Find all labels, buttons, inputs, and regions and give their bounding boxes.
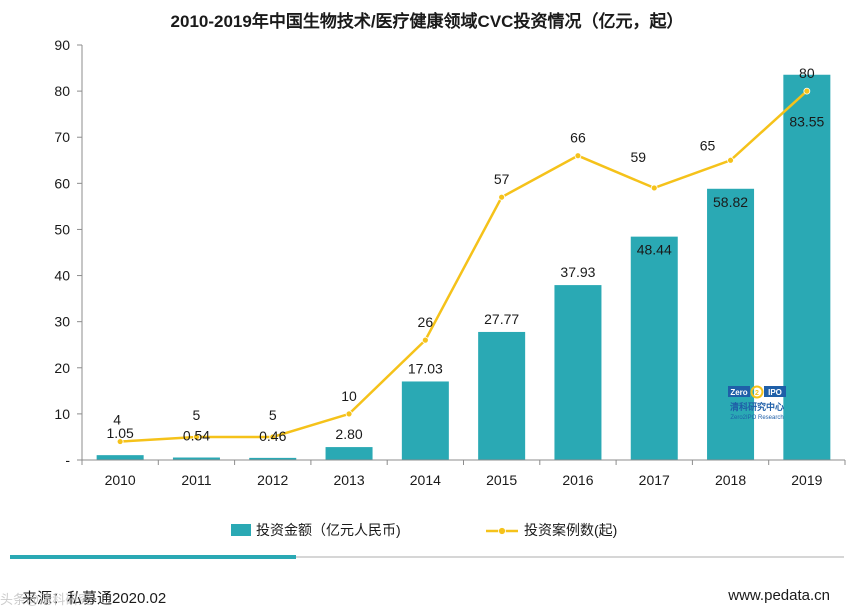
y-tick-label: 20 (54, 360, 70, 376)
series-line (120, 90, 808, 443)
line-data-label: 57 (494, 171, 510, 187)
bar-data-label: 83.55 (789, 114, 824, 130)
line-data-label: 80 (799, 65, 815, 81)
bar-data-label: 48.44 (637, 242, 672, 258)
bar-data-label: 0.54 (183, 428, 210, 444)
bar-data-label: 37.93 (560, 264, 595, 280)
footer-divider (10, 556, 844, 558)
svg-text:2: 2 (755, 390, 759, 397)
bar-data-label: 17.03 (408, 360, 443, 376)
bar (554, 285, 602, 460)
line-data-label: 10 (341, 388, 357, 404)
svg-text:IPO: IPO (768, 388, 782, 397)
line-point (193, 433, 200, 441)
bar (249, 457, 297, 460)
bar (96, 455, 144, 460)
line-data-label: 4 (113, 412, 121, 428)
watermark-text: 头条@清科研究 (0, 592, 92, 607)
line-data-label: 65 (700, 137, 716, 153)
y-tick-label: - (65, 452, 70, 468)
y-tick-label: 10 (54, 406, 70, 422)
bar (172, 457, 220, 460)
line-point (727, 156, 734, 164)
line-point (803, 87, 811, 95)
bar (401, 381, 449, 460)
line-data-label: 59 (630, 149, 646, 165)
y-tick-label: 60 (54, 175, 70, 191)
line-point (650, 184, 658, 192)
bar (783, 74, 831, 460)
x-tick-label: 2012 (257, 472, 288, 488)
line-point (269, 433, 277, 441)
legend-label-bar: 投资金额（亿元人民币) (256, 522, 401, 538)
line-point (116, 438, 124, 445)
x-tick-label: 2019 (791, 472, 822, 488)
x-tick-label: 2010 (105, 472, 136, 488)
bar-data-label: 27.77 (484, 311, 519, 327)
bar-data-label: 1.05 (107, 425, 134, 441)
bar-data-label: 0.46 (259, 428, 286, 444)
x-tick-label: 2013 (333, 472, 364, 488)
zero2ipo-logo: Zero 2 IPO 清科研究中心 Zero2IPO Research (728, 385, 786, 421)
x-tick-label: 2014 (410, 472, 441, 488)
x-tick-label: 2017 (639, 472, 670, 488)
y-tick-label: 90 (54, 37, 70, 53)
svg-text:清科研究中心: 清科研究中心 (730, 401, 784, 412)
bar-data-label: 2.80 (335, 426, 362, 442)
line-point (498, 193, 506, 201)
line-point (574, 152, 582, 160)
x-tick-label: 2018 (715, 472, 746, 488)
y-tick-label: 70 (54, 129, 70, 145)
line-data-label: 66 (570, 130, 586, 146)
x-tick-label: 2011 (181, 472, 211, 488)
line-data-label: 5 (269, 407, 277, 423)
y-tick-label: 40 (54, 268, 70, 284)
svg-text:Zero2IPO Research: Zero2IPO Research (730, 415, 783, 421)
bar (478, 331, 526, 460)
line-data-label: 5 (193, 407, 201, 423)
site-url: www.pedata.cn (728, 587, 830, 604)
footer-divider-accent (10, 555, 296, 559)
y-tick-label: 30 (54, 314, 70, 330)
x-tick-label: 2015 (486, 472, 517, 488)
line-point (421, 336, 429, 344)
bar-data-label: 58.82 (713, 194, 748, 210)
x-tick-label: 2016 (562, 472, 593, 488)
bar (325, 447, 373, 460)
legend-swatch-bar (231, 524, 251, 536)
chart-title: 2010-2019年中国生物技术/医疗健康领域CVC投资情况（亿元，起） (171, 11, 684, 31)
y-tick-label: 50 (54, 221, 70, 237)
line-data-label: 26 (418, 314, 434, 330)
legend-swatch-marker (498, 527, 506, 535)
y-tick-label: 80 (54, 83, 70, 99)
bar (630, 236, 678, 460)
legend-label-line: 投资案例数(起) (524, 522, 617, 538)
line-point (345, 410, 353, 418)
svg-text:Zero: Zero (730, 388, 747, 397)
source-note: 来源：私募通2020.02 (22, 590, 167, 607)
bar (707, 188, 755, 460)
